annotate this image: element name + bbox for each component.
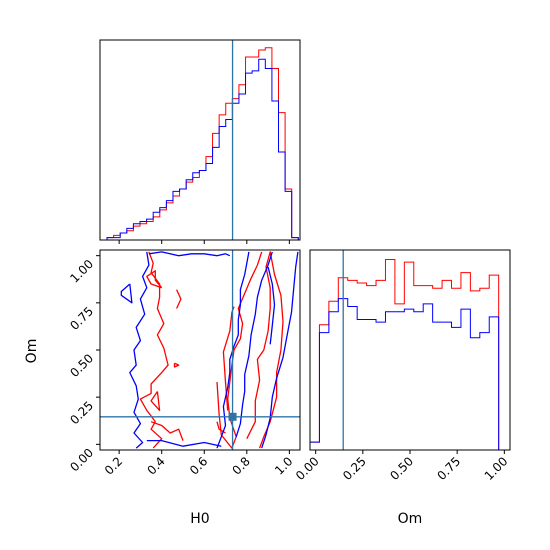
x-tick-label-om: 0.50	[387, 454, 416, 483]
h0-histogram-blue-step	[100, 58, 299, 241]
panel-joint-contour: 0.2 0.4 0.6 0.8 1.0 0.00 0.25 0.50 0.75 1.00 H0 O…	[24, 249, 301, 527]
om-histogram-red-step	[309, 259, 509, 451]
y-tick-label-om: 0.50	[67, 351, 96, 380]
contour-blue	[129, 251, 150, 449]
contour-blue	[261, 251, 299, 449]
x-tick-label-om: 1.00	[482, 454, 511, 483]
contour-blue	[235, 251, 273, 437]
joint-contour-series	[120, 251, 299, 449]
contour-blue	[216, 251, 250, 449]
h0-histogram-red-step	[100, 47, 299, 241]
y-axis-label-om: Om	[24, 339, 40, 364]
contour-blue	[267, 266, 276, 345]
y-tick-label-om: 0.75	[67, 304, 96, 333]
h0-histogram-ticks	[118, 240, 290, 244]
x-axis-label-h0: H0	[190, 511, 209, 527]
contour-red	[246, 251, 284, 449]
contour-red	[146, 270, 163, 289]
x-tick-label-om: 0.25	[340, 454, 369, 483]
y-tick-label-om: 0.25	[67, 398, 96, 427]
panel-h0-histogram	[99, 39, 301, 244]
contour-blue	[148, 251, 231, 257]
contour-red	[173, 362, 180, 368]
contour-red	[176, 289, 182, 309]
panel-om-histogram: 0.00 0.25 0.50 0.75 1.00 Om	[293, 249, 511, 527]
contour-red	[150, 391, 161, 412]
x-tick-label-h0: 0.8	[230, 454, 253, 477]
om-histogram-blue-step	[309, 298, 509, 451]
om-axis-ticks: 0.00 0.25 0.50 0.75 1.00	[293, 450, 510, 483]
contour-red	[150, 421, 184, 441]
om-histogram-series	[309, 259, 509, 451]
x-tick-label-om: 0.75	[434, 454, 463, 483]
x-tick-label-h0: 0.4	[144, 454, 167, 477]
x-axis-label-om: Om	[398, 511, 423, 527]
contour-blue	[146, 439, 222, 447]
y-tick-label-om: 0.00	[67, 446, 96, 475]
joint-truth-marker	[228, 412, 237, 421]
x-tick-label-h0: 0.2	[102, 454, 125, 477]
h0-histogram-series	[100, 47, 299, 241]
x-tick-label-om: 0.00	[293, 454, 322, 483]
contour-blue	[120, 283, 133, 304]
h0-histogram-frame	[99, 39, 301, 241]
y-tick-label-om: 1.00	[67, 257, 96, 286]
om-histogram-frame	[309, 249, 511, 451]
x-tick-label-h0: 1.0	[272, 454, 295, 477]
x-tick-label-h0: 0.6	[187, 454, 210, 477]
